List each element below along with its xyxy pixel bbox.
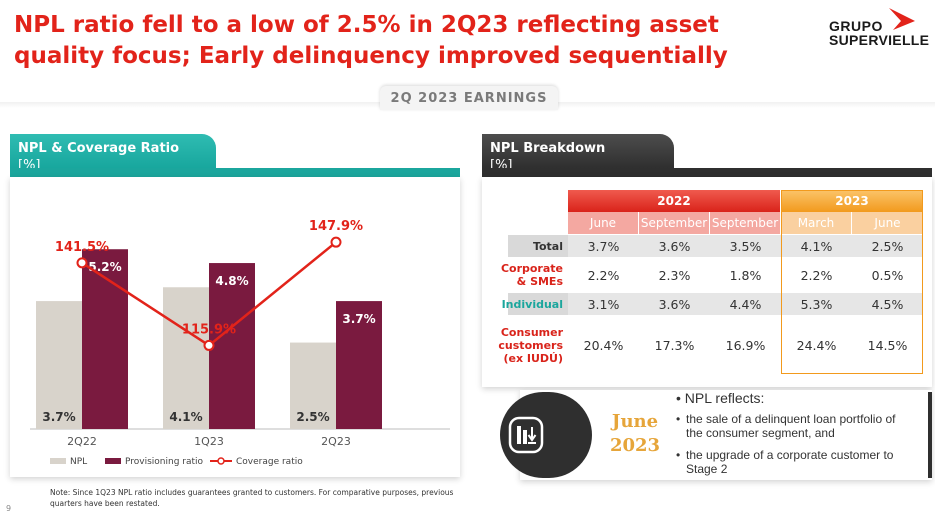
page-title: NPL ratio fell to a low of 2.5% in 2Q23 … (14, 12, 728, 69)
bar-npl (290, 342, 336, 429)
callout-accent (928, 392, 932, 478)
table-cell: 2.3% (658, 267, 691, 283)
bar-npl (36, 301, 82, 429)
month-header: March (781, 212, 851, 234)
table-cell: 0.5% (871, 267, 904, 283)
month-header: September (639, 212, 709, 234)
bar-label-provisioning: 3.7% (342, 312, 375, 326)
legend-swatch-provisioning (105, 458, 121, 464)
left-panel-tab-bar (10, 168, 460, 177)
year-header-2023: 2023 (781, 190, 923, 212)
footnote: Note: Since 1Q23 NPL ratio includes guar… (50, 488, 454, 508)
callout-bullet: • the upgrade of a corporate customer to… (676, 448, 906, 476)
month-header: September (710, 212, 780, 234)
bullet-dot: • (676, 448, 681, 462)
bar-provisioning (209, 263, 255, 429)
bar-label-npl: 4.1% (169, 410, 202, 424)
page-number: 9 (6, 504, 12, 513)
right-panel-tab: NPL Breakdown [%] (482, 134, 674, 174)
table-cell: 16.9% (725, 337, 766, 353)
table-cell: 24.4% (796, 337, 837, 353)
bar-label-provisioning: 4.8% (215, 274, 248, 288)
legend-swatch-npl (50, 458, 66, 464)
coverage-label: 141.5% (55, 240, 109, 255)
brand-logo: GRUPO SUPERVIELLE (823, 6, 929, 54)
bar-npl (163, 287, 209, 429)
bar-label-npl: 3.7% (42, 410, 75, 424)
legend-label: NPL (70, 457, 87, 467)
logo-text-line1: GRUPO (829, 18, 883, 34)
table-cell: 3.1% (568, 293, 639, 315)
callout-bullet-text: the sale of a delinquent loan portfolio … (686, 412, 896, 440)
logo-arrow-icon (889, 8, 915, 30)
legend-label: Coverage ratio (236, 457, 303, 467)
table-cell: 1.8% (729, 267, 762, 283)
callout-bullet: • the sale of a delinquent loan portfoli… (676, 412, 906, 440)
coverage-label: 147.9% (309, 219, 363, 234)
section-tab: 2Q 2023 EARNINGS (380, 86, 558, 110)
chart-down-icon (508, 416, 544, 454)
table-cell: 3.6% (639, 293, 710, 315)
bar-provisioning (336, 301, 382, 429)
x-tick-label: 2Q22 (67, 435, 97, 448)
table-cell: 5.3% (781, 293, 852, 315)
year-header-2022: 2022 (568, 190, 780, 212)
bar-provisioning (82, 249, 128, 429)
row-label-corporate: Corporate & SMEs (501, 258, 568, 292)
callout-month: June (611, 411, 659, 432)
legend-swatch-coverage-dot (217, 457, 225, 465)
coverage-label: 115.9% (182, 322, 236, 337)
june-2023-callout: June 2023 • NPL reflects: • the sale of … (500, 390, 932, 480)
table-cell: 3.5% (710, 235, 781, 257)
legend-label: Provisioning ratio (125, 457, 204, 467)
table-cell: 4.4% (710, 293, 781, 315)
callout-date: June 2023 (600, 410, 670, 458)
callout-heading: • NPL reflects: (676, 390, 765, 406)
callout-year: 2023 (609, 435, 661, 456)
coverage-point (76, 257, 88, 269)
left-panel-title: NPL & Coverage Ratio (18, 141, 180, 156)
npl-coverage-chart: 3.7% 5.2% 2Q22 4.1% 4.8% 1Q23 2.5% 3.7% 2Q23 141.… (30, 219, 450, 467)
table-cell: 4.5% (852, 293, 923, 315)
x-tick-label: 2Q23 (321, 435, 351, 448)
month-header: June (568, 212, 638, 234)
callout-bullet-text: the upgrade of a corporate customer to S… (686, 448, 894, 476)
table-cell: 4.1% (781, 235, 852, 257)
right-panel-tab-bar (482, 168, 932, 177)
right-panel-title: NPL Breakdown (490, 141, 606, 156)
callout-heading-text: NPL reflects: (684, 390, 765, 406)
logo-text-line2: SUPERVIELLE (829, 32, 930, 48)
table-cell: 2.2% (587, 267, 620, 283)
row-label-individual: Individual (502, 293, 568, 315)
bullet-dot: • (676, 412, 681, 426)
table-cell: 3.6% (639, 235, 710, 257)
table-cell: 2.2% (800, 267, 833, 283)
bar-label-npl: 2.5% (296, 410, 329, 424)
table-cell: 2.5% (852, 235, 923, 257)
row-label-total: Total (508, 235, 568, 257)
coverage-point (330, 236, 342, 248)
left-panel-tab: NPL & Coverage Ratio [%] (10, 134, 216, 174)
callout-badge (500, 392, 592, 478)
month-header: June (852, 212, 923, 234)
row-label-consumer: Consumer customers (ex IUDÚ) (498, 316, 568, 374)
bar-label-provisioning: 5.2% (88, 260, 121, 274)
table-cell: 20.4% (583, 337, 624, 353)
coverage-point (203, 339, 215, 351)
table-cell: 3.7% (568, 235, 639, 257)
table-cell: 14.5% (867, 337, 908, 353)
table-cell: 17.3% (654, 337, 695, 353)
x-tick-label: 1Q23 (194, 435, 224, 448)
